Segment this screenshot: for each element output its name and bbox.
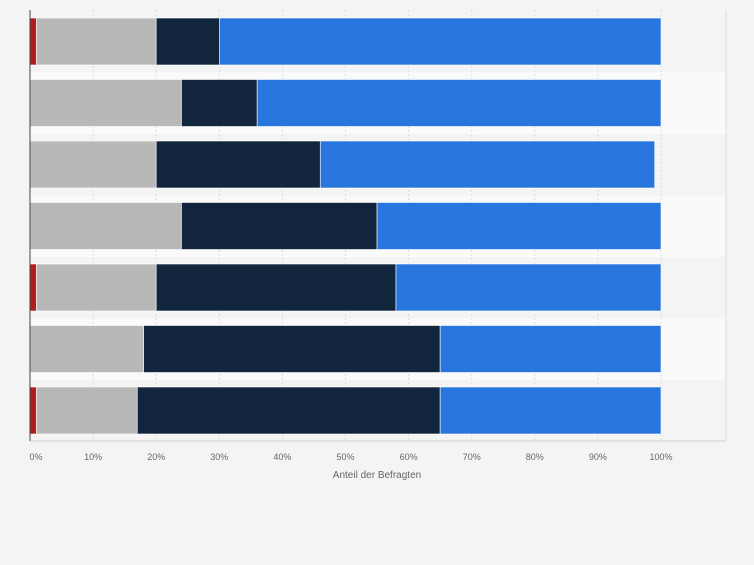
bar-segment bbox=[395, 263, 662, 312]
bar-segment bbox=[36, 386, 138, 435]
bar-segment bbox=[143, 325, 441, 373]
x-tick-label: 50% bbox=[336, 452, 354, 462]
bar-segment bbox=[439, 386, 662, 435]
bar-segment bbox=[29, 17, 37, 66]
x-tick-label: 10% bbox=[84, 452, 102, 462]
bar-segment bbox=[155, 17, 220, 66]
bar-segment bbox=[256, 79, 662, 127]
x-tick-labels: 0% 10% 20% 30% 40% 50% 60% 70% 80% 90% 100% bbox=[29, 452, 672, 462]
bar-segment bbox=[136, 386, 441, 435]
bar-segment bbox=[29, 79, 182, 127]
axes bbox=[29, 10, 726, 442]
bar-segment bbox=[29, 202, 182, 250]
bar-segment bbox=[219, 17, 662, 66]
x-tick-label: 40% bbox=[273, 452, 291, 462]
bar-segment bbox=[36, 263, 157, 312]
x-tick-label: 20% bbox=[147, 452, 165, 462]
x-tick-label: 70% bbox=[463, 452, 481, 462]
x-tick-label: 80% bbox=[526, 452, 544, 462]
x-tick-label: 60% bbox=[400, 452, 418, 462]
bars bbox=[29, 17, 662, 435]
bar-segment bbox=[36, 17, 157, 66]
bar-segment bbox=[29, 263, 37, 312]
bar-segment bbox=[439, 325, 662, 373]
x-axis-label: Anteil der Befragten bbox=[333, 470, 421, 481]
bar-segment bbox=[29, 325, 144, 373]
bar-segment bbox=[181, 79, 258, 127]
bar-segment bbox=[155, 140, 321, 189]
bar-segment bbox=[29, 386, 37, 435]
gridlines bbox=[29, 10, 727, 441]
bar-segment bbox=[376, 202, 662, 250]
x-tick-label: 100% bbox=[649, 452, 672, 462]
bar-segment bbox=[181, 202, 378, 250]
x-tick-label: 30% bbox=[210, 452, 228, 462]
bar-segment bbox=[155, 263, 397, 312]
bar-segment bbox=[319, 140, 655, 189]
bar-segment bbox=[29, 140, 157, 189]
x-tick-label: 90% bbox=[589, 452, 607, 462]
x-tick-label: 0% bbox=[29, 452, 42, 462]
